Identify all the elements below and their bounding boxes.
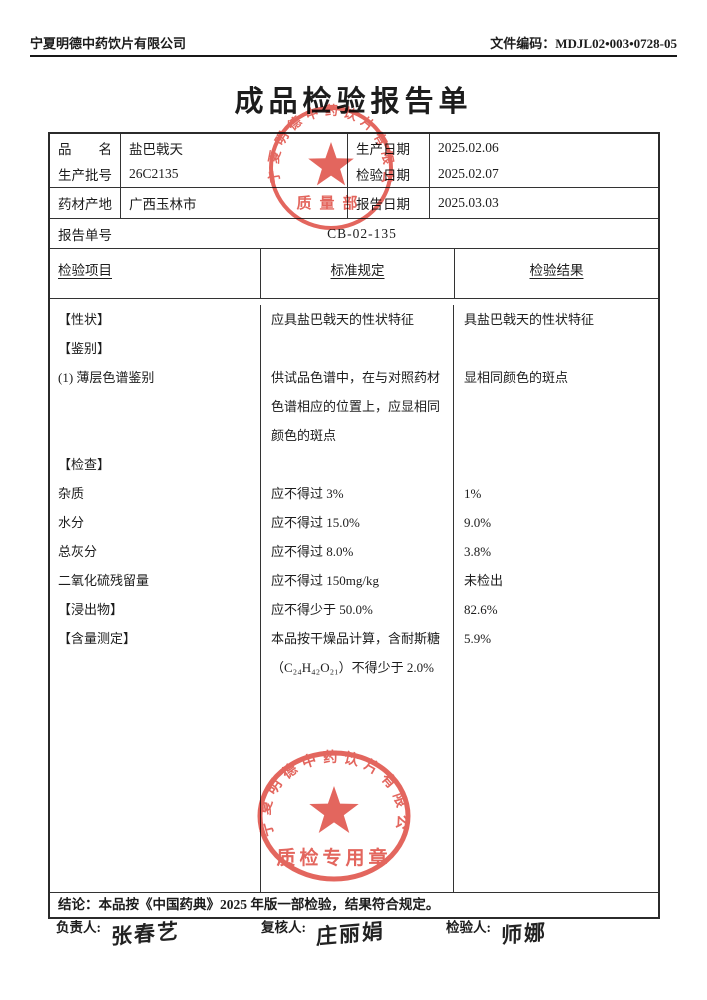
result-cell: 1% bbox=[464, 486, 482, 501]
info-value: 盐巴戟天 bbox=[120, 134, 347, 161]
header-rule bbox=[30, 55, 677, 57]
info-label: 品 名 bbox=[58, 141, 112, 157]
header-result: 检验结果 bbox=[454, 249, 658, 298]
info-label: 检验日期 bbox=[347, 161, 429, 188]
signature-row: 负责人: 张春艺 复核人: 庄丽娟 检验人: 师娜 bbox=[48, 914, 660, 964]
signature-inspector: 检验人: 师娜 bbox=[446, 916, 547, 948]
lead-label: 负责人: bbox=[56, 920, 101, 935]
report-table: 品 名盐巴戟天 生产日期 2025.02.06 生产批号 26C2135 检验日期 2025… bbox=[48, 132, 660, 919]
info-value: 2025.03.03 bbox=[429, 188, 658, 219]
report-number-value: CB-02-135 bbox=[327, 225, 397, 241]
standard-cell: 供试品色谱中，在与对照药材色谱相应的位置上，应显相同颜色的斑点 bbox=[260, 363, 454, 450]
item-cell: 【检查】 bbox=[58, 457, 111, 472]
info-value: 广西玉林市 bbox=[120, 188, 347, 219]
standard-cell: 应不得少于 50.0% bbox=[260, 595, 454, 624]
result-cell: 显相同颜色的斑点 bbox=[464, 370, 569, 385]
result-cell: 9.0% bbox=[464, 515, 492, 530]
standard-cell: 应具盐巴戟天的性状特征 bbox=[260, 305, 454, 334]
info-label: 生产日期 bbox=[347, 134, 429, 161]
item-cell: (1) 薄层色谱鉴别 bbox=[58, 370, 155, 385]
page-title: 成品检验报告单 bbox=[234, 86, 473, 118]
standard-cell bbox=[260, 450, 454, 479]
item-cell: 【鉴别】 bbox=[58, 341, 111, 356]
spacer-cell bbox=[260, 682, 454, 892]
standard-cell: 应不得过 150mg/kg bbox=[260, 566, 454, 595]
inspector-label: 检验人: bbox=[446, 920, 491, 935]
signature-review: 复核人: 庄丽娟 bbox=[261, 916, 386, 950]
company-name: 宁夏明德中药饮片有限公司 bbox=[30, 36, 187, 51]
info-grid: 品 名盐巴戟天 生产日期 2025.02.06 生产批号 26C2135 检验日期 2025… bbox=[50, 134, 658, 219]
result-cell bbox=[454, 450, 658, 479]
info-label: 药材产地 bbox=[50, 188, 120, 219]
standard-cell: 本品按干燥品计算，含耐斯糖（C₂₄H₄₂O₂₁）不得少于 2.0% bbox=[260, 624, 454, 682]
table-body: 【性状】 应具盐巴戟天的性状特征 具盐巴戟天的性状特征【鉴别】 (1) 薄层色谱鉴别 供… bbox=[50, 299, 658, 892]
result-cell bbox=[454, 334, 658, 363]
lead-signature: 张春艺 bbox=[110, 918, 181, 950]
item-cell: 杂质 bbox=[58, 486, 85, 501]
info-value: 2025.02.07 bbox=[429, 161, 658, 188]
item-cell: 【性状】 bbox=[58, 312, 111, 327]
standard-cell: 应不得过 15.0% bbox=[260, 508, 454, 537]
info-label: 生产批号 bbox=[50, 161, 120, 188]
inspector-signature: 师娜 bbox=[500, 919, 548, 949]
review-label: 复核人: bbox=[261, 920, 306, 935]
item-cell: 【含量测定】 bbox=[58, 631, 137, 646]
result-cell: 3.8% bbox=[464, 544, 492, 559]
info-value: 26C2135 bbox=[120, 161, 347, 188]
standard-cell bbox=[260, 334, 454, 363]
header-inspection-item: 检验项目 bbox=[58, 263, 112, 278]
item-cell: 【浸出物】 bbox=[58, 602, 124, 617]
result-cell: 未检出 bbox=[464, 573, 504, 588]
result-cell: 具盐巴戟天的性状特征 bbox=[464, 312, 595, 327]
result-cell: 5.9% bbox=[464, 631, 492, 646]
signature-lead: 负责人: 张春艺 bbox=[56, 916, 181, 950]
item-cell: 二氧化硫残留量 bbox=[58, 573, 150, 588]
item-cell: 总灰分 bbox=[58, 544, 98, 559]
spacer-cell bbox=[454, 682, 658, 892]
report-number-label: 报告单号 bbox=[58, 227, 112, 243]
report-number-row: 报告单号 CB-02-135 bbox=[50, 219, 658, 249]
item-cell: 水分 bbox=[58, 515, 85, 530]
spacer-cell bbox=[50, 682, 260, 892]
table-header-row: 检验项目 标准规定 检验结果 bbox=[50, 249, 658, 299]
review-signature: 庄丽娟 bbox=[315, 918, 386, 950]
header-standard: 标准规定 bbox=[260, 249, 454, 298]
doc-code: 文件编码：MDJL02•003•0728-05 bbox=[490, 36, 677, 51]
conclusion-row: 结论：本品按《中国药典》2025 年版一部检验，结果符合规定。 bbox=[50, 892, 658, 917]
info-label: 报告日期 bbox=[347, 188, 429, 219]
page-header: 宁夏明德中药饮片有限公司 文件编码：MDJL02•003•0728-05 bbox=[30, 33, 677, 52]
standard-cell: 应不得过 8.0% bbox=[260, 537, 454, 566]
info-value: 2025.02.06 bbox=[429, 134, 658, 161]
standard-cell: 应不得过 3% bbox=[260, 479, 454, 508]
result-cell: 82.6% bbox=[464, 602, 498, 617]
